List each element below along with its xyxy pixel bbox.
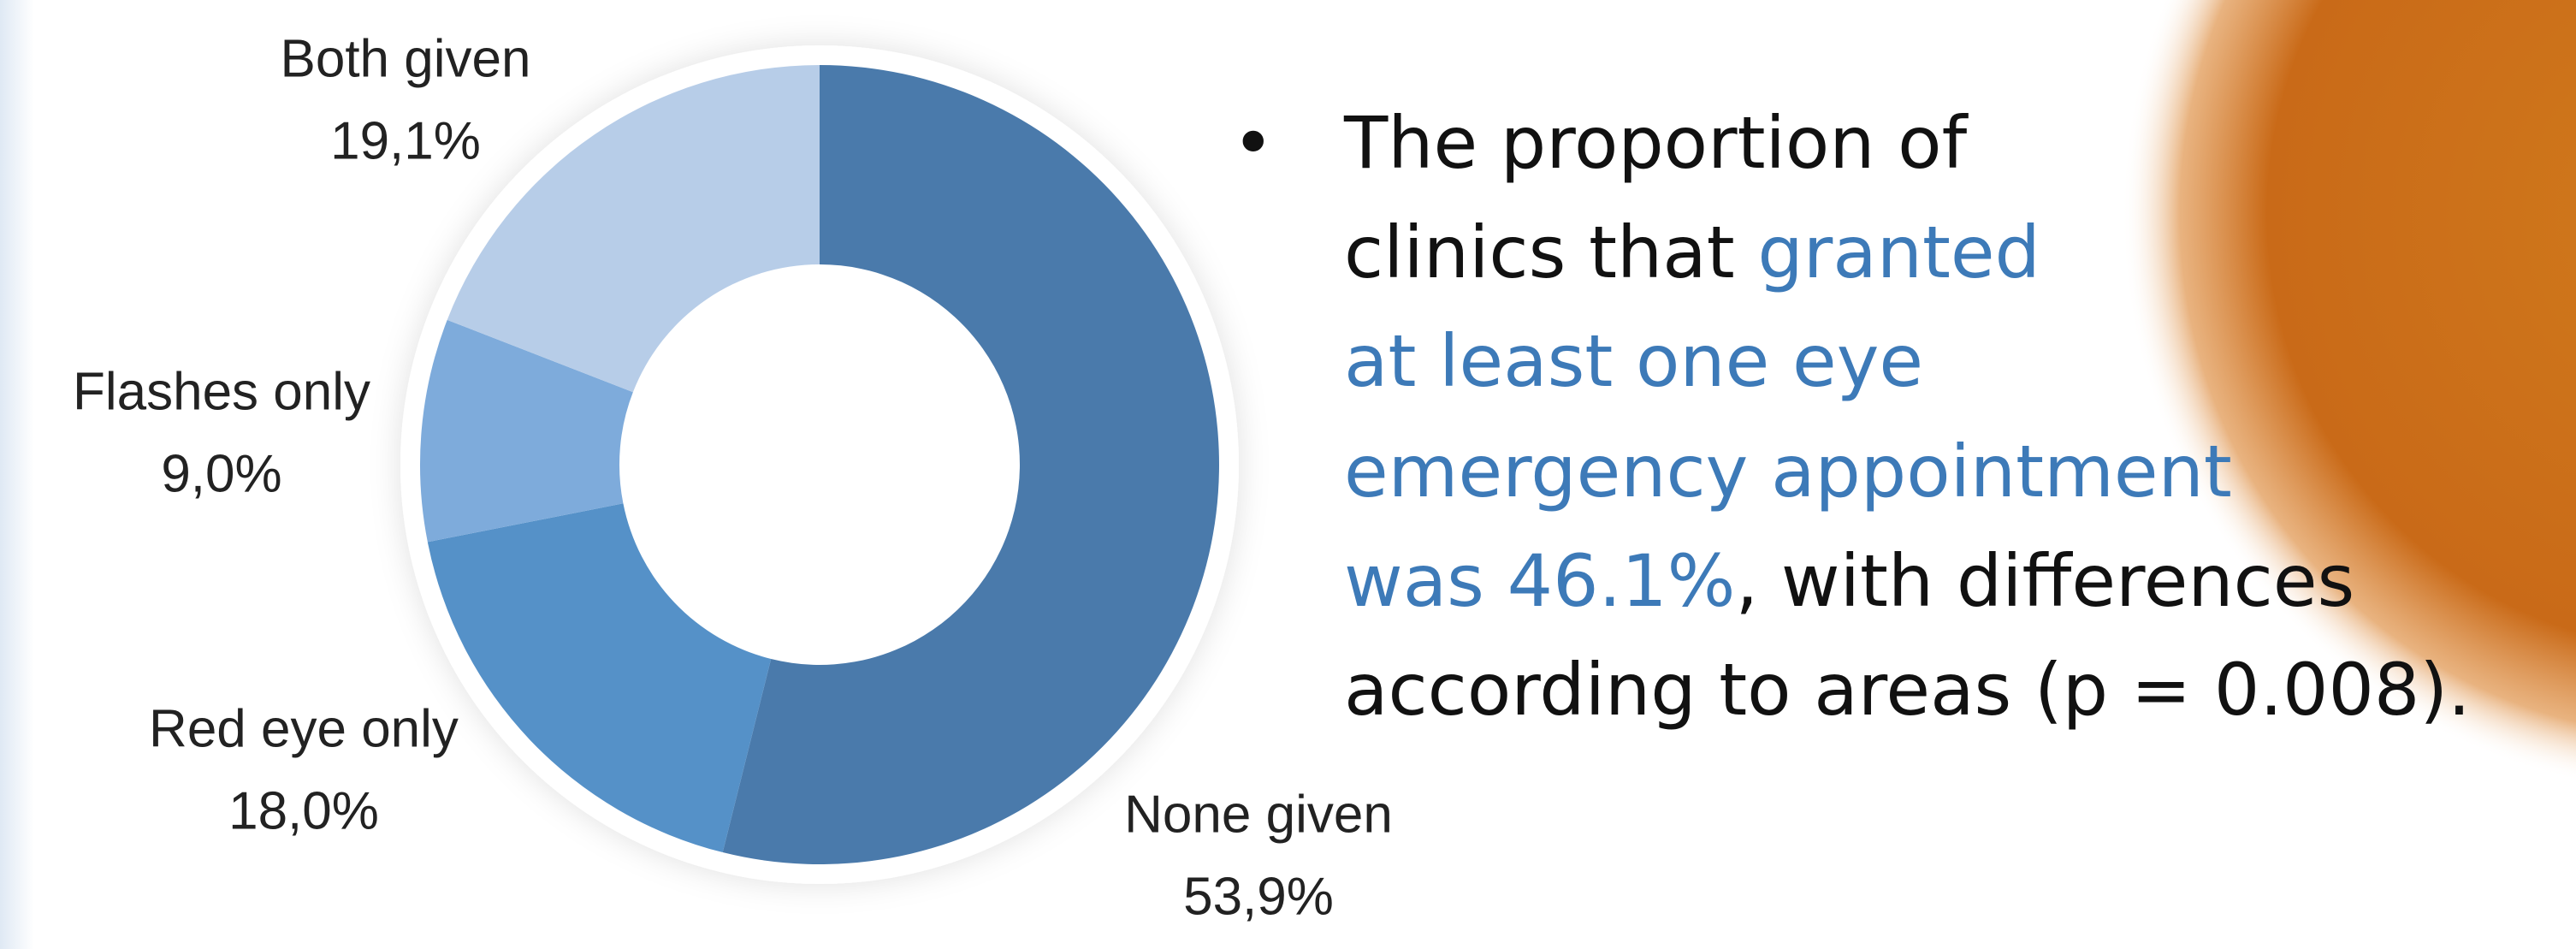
text-run: at least one eye (1344, 319, 1923, 403)
text-run: , with differences (1736, 539, 2355, 623)
slice-value-label: 9,0% (161, 444, 281, 503)
donut-slice (722, 65, 1219, 865)
text-run: emergency appointment (1344, 430, 2232, 513)
bullet-line: at least one eye (1344, 319, 1923, 403)
slice-label: Both given (281, 29, 531, 88)
bullet-text: The proportion of clinics that granted at … (1343, 101, 2471, 732)
slice-label: None given (1124, 785, 1393, 844)
text-run: granted (1757, 211, 2040, 294)
slice-label: Red eye only (149, 699, 459, 758)
bullet-line: was 46.1%, with differences (1344, 539, 2354, 623)
slice-label: Flashes only (73, 362, 370, 421)
donut-slice (427, 503, 772, 853)
bullet-dot: • (1232, 101, 1275, 185)
bullet-line: The proportion of (1343, 101, 1969, 185)
bullet-line: clinics that granted (1344, 211, 2040, 294)
slice-value-label: 53,9% (1183, 867, 1334, 926)
slice-value-label: 18,0% (228, 781, 379, 840)
slice-value-label: 19,1% (330, 111, 481, 170)
bullet-line: according to areas (p = 0.008). (1344, 648, 2471, 732)
donut-chart: None given 53,9% Red eye only 18,0% Flashes … (73, 29, 1393, 926)
text-run: was 46.1% (1344, 539, 1736, 623)
text-run: clinics that (1344, 211, 1757, 294)
text-run: The proportion of (1343, 101, 1969, 185)
bullet-line: emergency appointment (1344, 430, 2232, 513)
text-run: according to areas (p = 0.008). (1344, 648, 2471, 732)
donut-slice (420, 319, 633, 543)
eye-image (2122, 0, 2576, 782)
donut-slice (447, 65, 820, 393)
side-strip (0, 0, 34, 949)
